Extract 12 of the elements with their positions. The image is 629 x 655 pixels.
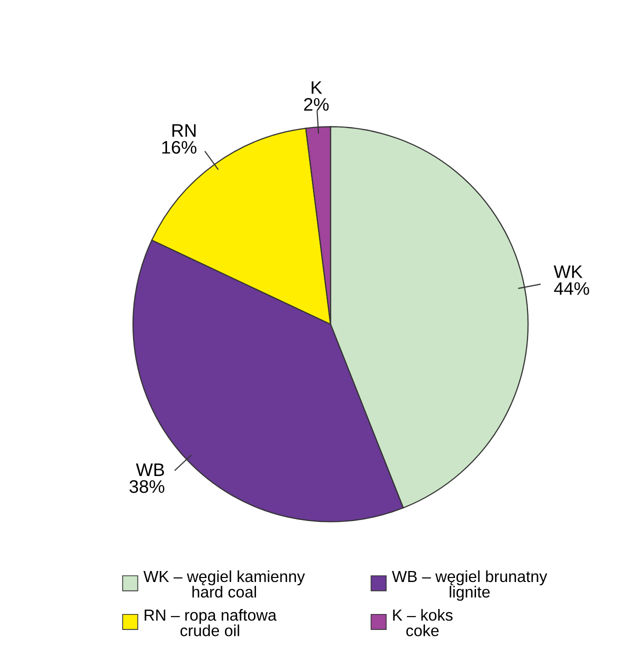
slice-label: RN: [172, 124, 196, 137]
data-label: 44%: [554, 282, 590, 295]
data-label: 2%: [304, 98, 329, 111]
slice-label: K: [312, 81, 322, 94]
text: WB – węgiel brunatny lignite: [392, 570, 548, 601]
data-label: 38%: [130, 480, 164, 493]
data-label: 16%: [162, 140, 196, 154]
text: K – koks coke: [393, 609, 453, 636]
slice-label: WK: [554, 265, 583, 278]
text: RN – ropa naftowa crude oil: [144, 609, 277, 636]
text: WK – węgiel kamienny hard coal: [143, 570, 305, 598]
slice-label: WB: [136, 464, 164, 476]
